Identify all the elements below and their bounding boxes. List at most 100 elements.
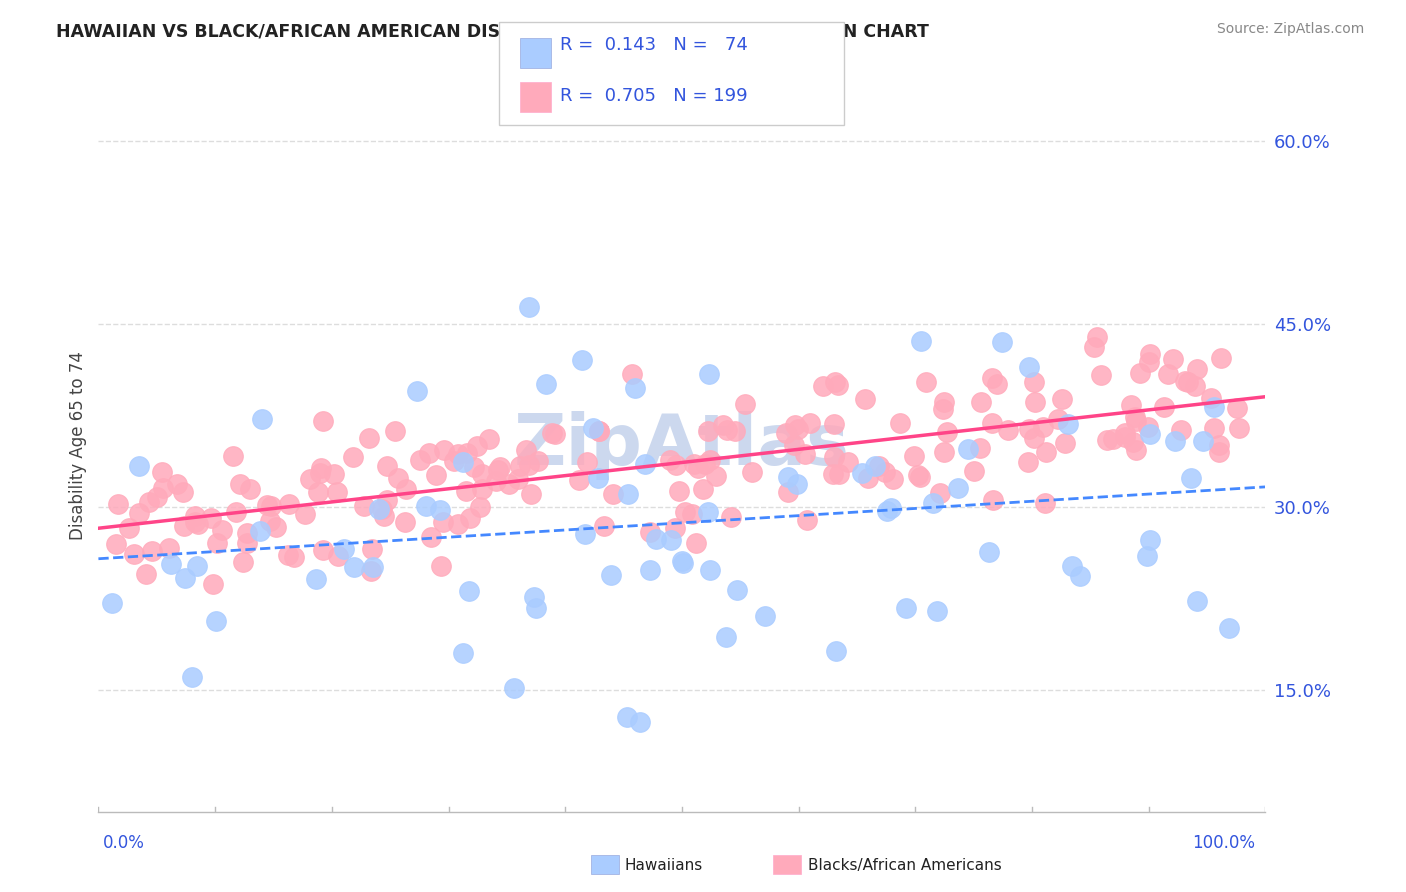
Point bbox=[1226, 401, 1249, 416]
Point bbox=[624, 381, 647, 395]
Point bbox=[543, 426, 565, 441]
Point bbox=[688, 460, 710, 475]
Point bbox=[239, 482, 262, 496]
Point bbox=[433, 442, 456, 457]
Point bbox=[963, 464, 986, 478]
Point bbox=[863, 459, 886, 474]
Point bbox=[1114, 430, 1136, 444]
Point bbox=[122, 547, 145, 561]
Point bbox=[471, 483, 494, 497]
Point bbox=[166, 477, 188, 491]
Point bbox=[1156, 368, 1178, 382]
Point bbox=[620, 368, 643, 382]
Point bbox=[1208, 444, 1230, 458]
Point bbox=[1136, 549, 1159, 564]
Point bbox=[724, 424, 747, 438]
Point bbox=[107, 497, 129, 511]
Point bbox=[1191, 434, 1213, 449]
Point bbox=[927, 604, 949, 618]
Point bbox=[471, 467, 494, 481]
Point bbox=[699, 564, 721, 578]
Point bbox=[980, 417, 1002, 431]
Point bbox=[754, 609, 776, 624]
Text: Source: ZipAtlas.com: Source: ZipAtlas.com bbox=[1216, 22, 1364, 37]
Point bbox=[946, 481, 969, 495]
Text: R =  0.143   N =   74: R = 0.143 N = 74 bbox=[560, 36, 748, 54]
Point bbox=[664, 520, 686, 534]
Point bbox=[1202, 400, 1225, 414]
Point bbox=[672, 556, 695, 570]
Point bbox=[876, 503, 898, 517]
Point bbox=[135, 566, 157, 581]
Point bbox=[1057, 417, 1080, 431]
Text: Hawaiians: Hawaiians bbox=[624, 858, 703, 872]
Point bbox=[264, 519, 287, 533]
Point bbox=[617, 487, 640, 501]
Point bbox=[1125, 414, 1147, 428]
Point bbox=[811, 379, 834, 393]
Point bbox=[873, 465, 896, 479]
Point bbox=[145, 490, 167, 504]
Point bbox=[1208, 438, 1230, 452]
Point bbox=[308, 466, 330, 480]
Point bbox=[673, 505, 696, 519]
Point bbox=[837, 455, 859, 469]
Point bbox=[236, 536, 259, 550]
Point bbox=[432, 515, 454, 529]
Point bbox=[1123, 410, 1146, 425]
Point bbox=[936, 425, 959, 439]
Point bbox=[1024, 376, 1046, 390]
Point bbox=[447, 447, 470, 461]
Point bbox=[628, 714, 651, 729]
Point bbox=[896, 600, 918, 615]
Point bbox=[889, 416, 911, 430]
Point bbox=[152, 482, 174, 496]
Point bbox=[734, 397, 756, 411]
Point bbox=[824, 644, 846, 658]
Point bbox=[328, 549, 350, 563]
Point bbox=[986, 377, 1008, 392]
Point bbox=[776, 469, 799, 483]
Point bbox=[509, 458, 531, 473]
Point bbox=[184, 515, 207, 529]
Point bbox=[502, 681, 524, 695]
Point bbox=[186, 558, 208, 573]
Point bbox=[882, 472, 904, 486]
Point bbox=[725, 582, 748, 597]
Point bbox=[326, 485, 349, 500]
Point bbox=[359, 430, 381, 444]
Point bbox=[353, 500, 375, 514]
Point bbox=[1069, 568, 1091, 582]
Point bbox=[1085, 330, 1108, 344]
Point bbox=[1187, 361, 1209, 376]
Point bbox=[211, 523, 233, 537]
Point bbox=[929, 486, 952, 500]
Point bbox=[202, 576, 225, 591]
Point bbox=[1033, 496, 1056, 510]
Point bbox=[277, 497, 299, 511]
Point bbox=[1184, 379, 1206, 393]
Point bbox=[582, 421, 605, 435]
Point bbox=[932, 402, 955, 417]
Point bbox=[1018, 422, 1040, 436]
Point bbox=[259, 514, 281, 528]
Point bbox=[527, 454, 550, 468]
Point bbox=[205, 536, 228, 550]
Point bbox=[602, 487, 624, 501]
Point bbox=[616, 710, 638, 724]
Point bbox=[298, 472, 321, 486]
Point bbox=[394, 515, 416, 529]
Point bbox=[786, 422, 808, 436]
Text: HAWAIIAN VS BLACK/AFRICAN AMERICAN DISABILITY AGE 65 TO 74 CORRELATION CHART: HAWAIIAN VS BLACK/AFRICAN AMERICAN DISAB… bbox=[56, 22, 929, 40]
Point bbox=[184, 508, 207, 523]
Point bbox=[409, 453, 432, 467]
Point bbox=[638, 525, 661, 540]
Point bbox=[498, 476, 520, 491]
Point bbox=[524, 601, 547, 615]
Point bbox=[456, 446, 478, 460]
Point bbox=[741, 465, 763, 479]
Point bbox=[454, 483, 477, 498]
Point bbox=[1153, 400, 1175, 414]
Point bbox=[1024, 395, 1046, 409]
Point bbox=[853, 392, 876, 407]
